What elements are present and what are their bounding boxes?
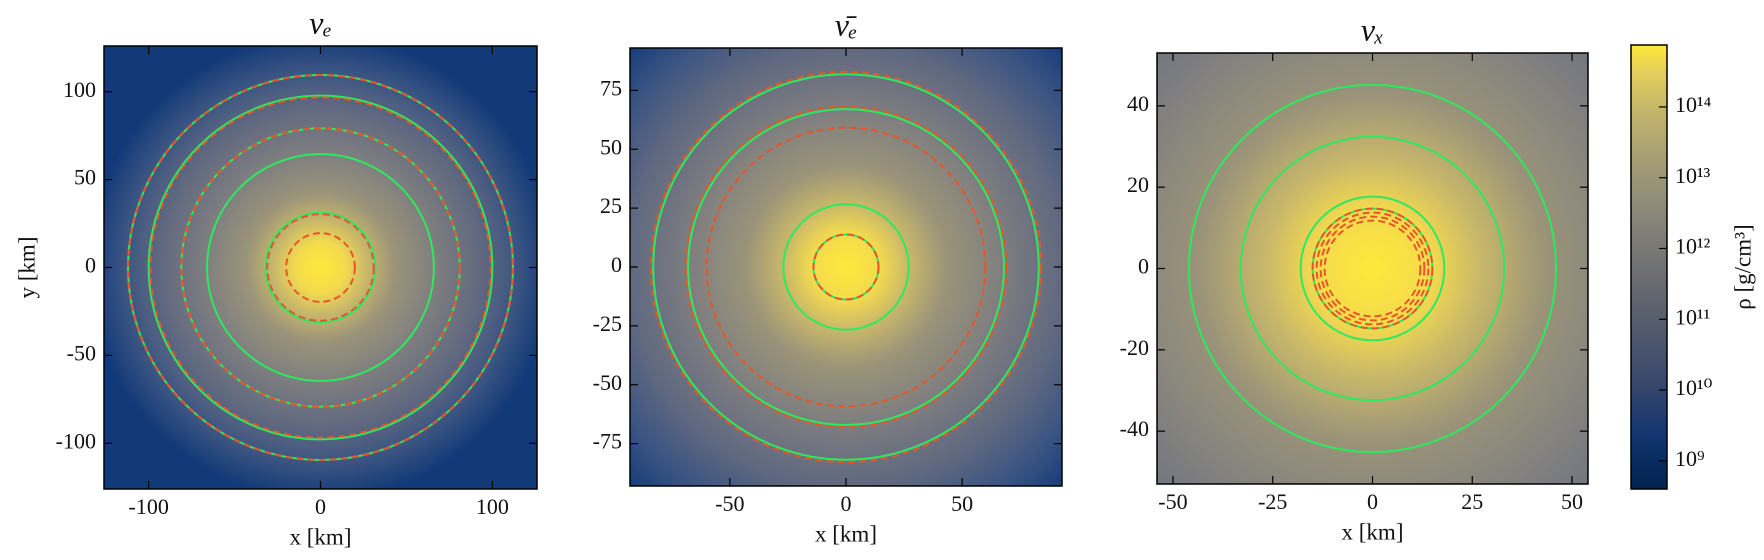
colorbar-tick-label: 10¹⁴ (1675, 92, 1712, 117)
contour-line (684, 105, 1008, 429)
contour-line (147, 94, 494, 441)
y-tick-label: 0 (611, 252, 622, 277)
x-tick-label: -100 (129, 494, 169, 519)
density-map (630, 48, 1062, 486)
contour-line (705, 126, 987, 408)
x-tick-label: 0 (841, 491, 852, 516)
x-tick-label: 50 (1561, 489, 1583, 514)
colorbar-label: ρ [g/cm³] (1730, 224, 1755, 309)
contour-line (264, 211, 377, 324)
colorbar (1630, 44, 1668, 490)
x-axis-label: x [km] (290, 524, 352, 549)
contours (649, 70, 1043, 464)
y-tick-label: -75 (593, 429, 622, 454)
contour-line (266, 213, 375, 322)
contour-line (812, 233, 880, 301)
x-axis-label: x [km] (1342, 519, 1404, 544)
contour-line (1311, 207, 1434, 330)
y-axis-label: y [km] (14, 237, 39, 299)
contour-line (206, 153, 435, 382)
y-tick-label: 75 (600, 75, 622, 100)
x-tick-label: 100 (476, 494, 509, 519)
colorbar-tick-label: 10¹² (1675, 234, 1711, 259)
y-tick-label: 50 (74, 165, 96, 190)
colorbar-tick-label: 10¹¹ (1675, 304, 1710, 329)
contour-line (1239, 135, 1506, 402)
colorbar-tick-label: 10¹⁰ (1675, 375, 1713, 400)
contour-line (782, 203, 910, 331)
y-tick-label: 0 (85, 253, 96, 278)
y-tick-label: 25 (600, 193, 622, 218)
x-tick-label: -25 (1258, 489, 1287, 514)
colorbar-tick-label: 10⁹ (1675, 446, 1705, 471)
density-map (1157, 53, 1588, 484)
y-tick-label: -25 (593, 311, 622, 336)
y-tick-label: 40 (1127, 91, 1149, 116)
x-tick-label: 25 (1461, 489, 1483, 514)
contours (1187, 83, 1558, 454)
y-tick-label: 0 (1138, 254, 1149, 279)
contour-line (127, 74, 514, 461)
x-tick-label: 0 (315, 494, 326, 519)
colorbar-tick-label: 10¹³ (1675, 163, 1711, 188)
y-tick-label: 100 (63, 77, 96, 102)
contour-line (652, 73, 1040, 461)
contour-line (687, 108, 1005, 426)
contour-line (1299, 195, 1446, 342)
y-tick-label: -20 (1120, 335, 1149, 360)
y-tick-label: -100 (56, 428, 96, 453)
contour-line (149, 96, 492, 439)
x-tick-label: 0 (1367, 489, 1378, 514)
x-axis-label: x [km] (815, 521, 877, 546)
y-tick-label: -40 (1120, 416, 1149, 441)
y-tick-label: -50 (593, 370, 622, 395)
contour-line (1315, 211, 1430, 326)
panel-title: νₑ (309, 4, 332, 40)
y-tick-label: 50 (600, 134, 622, 159)
contour-line (285, 232, 356, 303)
contours (127, 74, 514, 461)
contour-line (180, 127, 461, 408)
contour-line (1187, 83, 1558, 454)
contour-line (1319, 215, 1426, 322)
x-tick-label: -50 (715, 491, 744, 516)
y-tick-label: -50 (67, 340, 96, 365)
contour-line (649, 70, 1043, 464)
y-tick-label: 20 (1127, 172, 1149, 197)
panel-title: νₓ (1361, 11, 1384, 47)
density-map (104, 46, 537, 489)
x-tick-label: -50 (1158, 489, 1187, 514)
panel-title: ν̄ₑ (835, 6, 858, 42)
x-tick-label: 50 (951, 491, 973, 516)
contour-line (1323, 219, 1422, 318)
